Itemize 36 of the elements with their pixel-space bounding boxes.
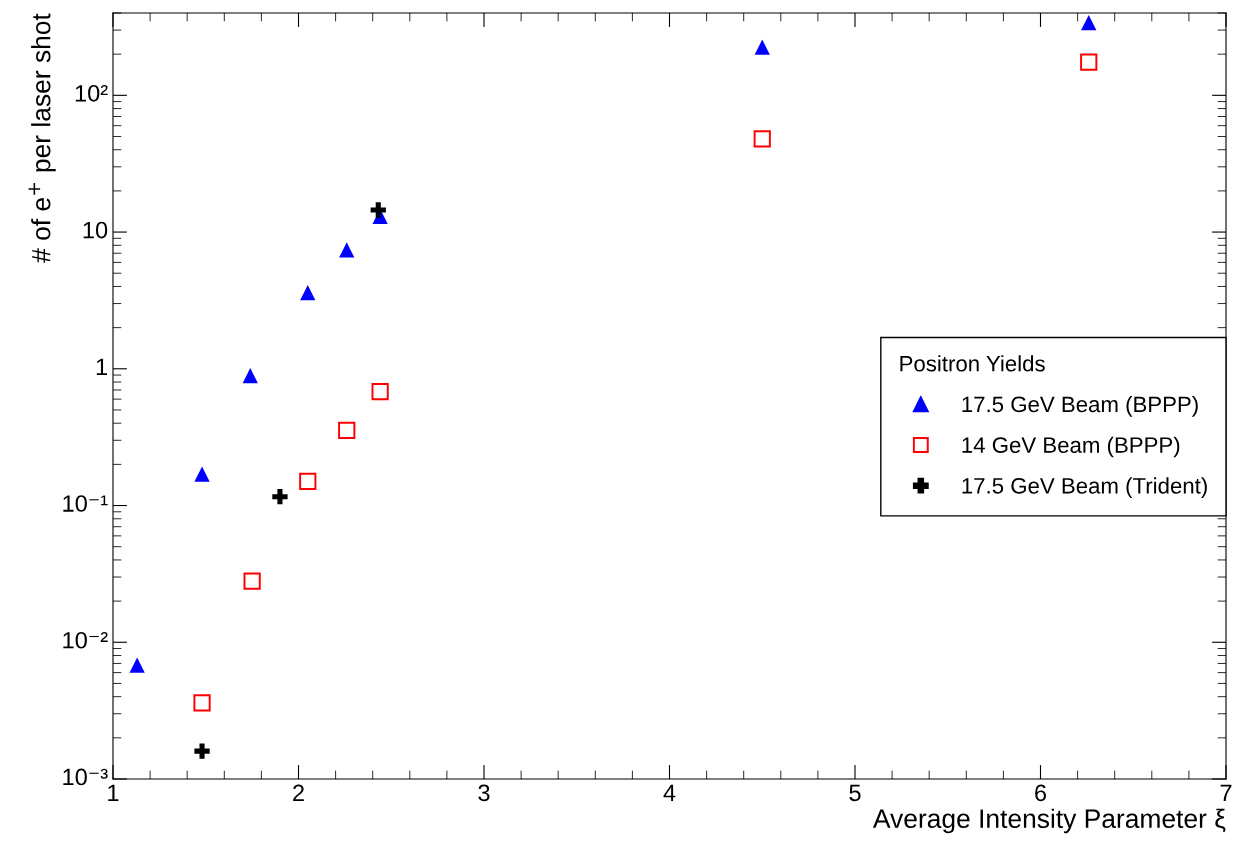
y-tick-label: 10⁻² (63, 631, 108, 649)
y-axis-title: # of e$^{+}$ per laser shot (28, 13, 56, 263)
legend-title: Positron Yields (900, 355, 1045, 372)
x-tick-label: 2 (293, 784, 304, 801)
y-tick-label: 10⁻¹ (63, 495, 108, 512)
point (753, 130, 771, 148)
legend-label: 17.5 GeV Beam (Trident) (962, 477, 1207, 499)
point (338, 421, 356, 439)
point (339, 242, 355, 258)
x-tick-label: 5 (849, 784, 861, 802)
point (193, 694, 211, 712)
legend-label: 14 GeV Beam (BPPP) (962, 436, 1180, 458)
y-tick-label: 10⁻³ (63, 768, 108, 786)
x-tick-label: 4 (663, 784, 676, 801)
point (300, 285, 316, 301)
x-tick-label: 7 (1220, 784, 1232, 801)
point (243, 572, 261, 590)
legend-label: 17.5 GeV Beam (BPPP) (962, 395, 1198, 417)
y-tick-label: 1 (96, 358, 107, 375)
point (129, 657, 145, 673)
y-tick-label: 10 (83, 221, 108, 239)
point (370, 202, 386, 218)
point (272, 489, 288, 505)
point (194, 743, 210, 759)
point (754, 39, 770, 55)
point (1081, 15, 1097, 31)
x-tick-label: 3 (478, 784, 490, 802)
x-tick-label: 6 (1035, 784, 1047, 802)
y-tick-label: 10² (75, 84, 108, 102)
x-tick-label: 1 (108, 784, 119, 801)
point (194, 466, 210, 482)
point (242, 368, 258, 384)
point (1080, 53, 1098, 71)
point (371, 383, 389, 401)
x-axis-title: Average Intensity Parameter ξ (872, 808, 1226, 834)
point (299, 472, 317, 491)
